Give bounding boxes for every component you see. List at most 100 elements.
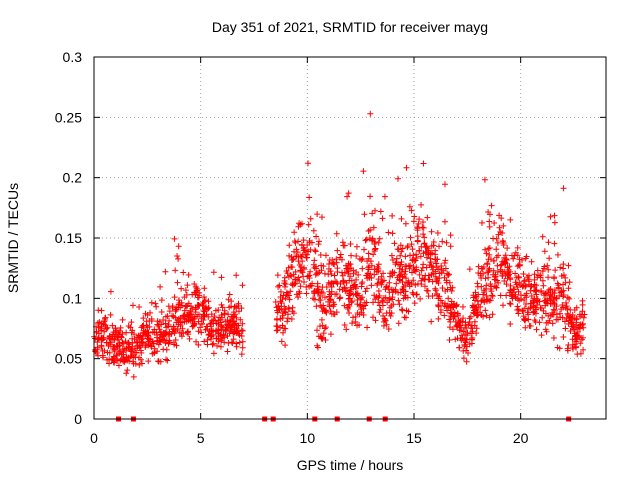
data-point [566,295,573,302]
data-point [313,233,320,240]
data-point [363,285,370,292]
data-point [423,264,430,271]
data-point [219,314,226,321]
data-point [581,311,588,318]
data-point [542,290,549,297]
data-point [181,294,188,301]
data-point [286,296,293,303]
data-point [347,273,354,280]
data-point [236,339,243,346]
data-point [175,243,182,250]
data-point [401,271,408,278]
y-tick-label: 0.1 [63,290,83,306]
data-point [156,326,163,333]
data-point [579,301,586,308]
data-point [363,236,370,243]
data-point [465,321,472,328]
data-point [493,246,500,253]
data-point [553,303,560,310]
data-point [279,322,286,329]
data-point [305,221,312,228]
data-point [571,330,578,337]
data-point [503,281,510,288]
data-point [470,294,477,301]
data-point [136,333,143,340]
data-point [565,262,572,269]
data-point [467,313,474,320]
data-point [101,347,108,354]
data-point [231,321,238,328]
data-point [551,240,558,247]
data-point [386,279,393,286]
data-point [483,292,490,299]
data-point [454,323,461,330]
data-point [489,311,496,318]
data-point [337,280,344,287]
data-point [577,340,584,347]
data-point [106,333,113,340]
data-point [228,339,235,346]
data-point [316,238,323,245]
data-point [410,252,417,259]
data-point [424,287,431,294]
data-point [497,292,504,299]
data-point [391,240,398,247]
data-point [531,271,538,278]
data-point [302,251,309,258]
data-point [511,286,518,293]
data-point [499,272,506,279]
data-point [433,290,440,297]
data-point [311,247,318,254]
data-point [291,229,298,236]
data-point [438,263,445,270]
data-point [292,268,299,275]
data-point [489,293,496,300]
data-point [120,351,127,358]
data-point [138,347,145,354]
data-point [233,272,240,279]
data-point [575,324,582,331]
data-point [547,297,554,304]
data-point [370,224,377,231]
data-point [546,292,553,299]
data-point [428,272,435,279]
data-point [486,314,493,321]
data-point [521,297,528,304]
data-point [369,210,376,217]
data-point [211,313,218,320]
data-point [437,306,444,313]
data-point [494,239,501,246]
data-point [406,203,413,210]
data-point [459,335,466,342]
data-point [579,334,586,341]
data-point [273,327,280,334]
data-point [420,231,427,238]
data-point [300,237,307,244]
data-point [300,244,307,251]
data-point [292,239,299,246]
data-point [148,317,155,324]
data-point [447,318,454,325]
data-point [482,307,489,314]
data-point [359,294,366,301]
data-point [359,279,366,286]
data-point [551,275,558,282]
data-point [136,304,143,311]
data-point [98,343,105,350]
data-point [486,265,493,272]
data-point [486,211,493,218]
data-point [314,280,321,287]
data-point [287,288,294,295]
data-point [364,324,371,331]
data-point [560,261,567,268]
data-point [462,339,469,346]
data-point [539,277,546,284]
data-point [318,214,325,221]
data-point [278,299,285,306]
data-point [500,240,507,247]
data-point [411,300,418,307]
data-point [100,354,107,361]
data-point [315,289,322,296]
data-point [515,310,522,317]
data-point [178,285,185,292]
